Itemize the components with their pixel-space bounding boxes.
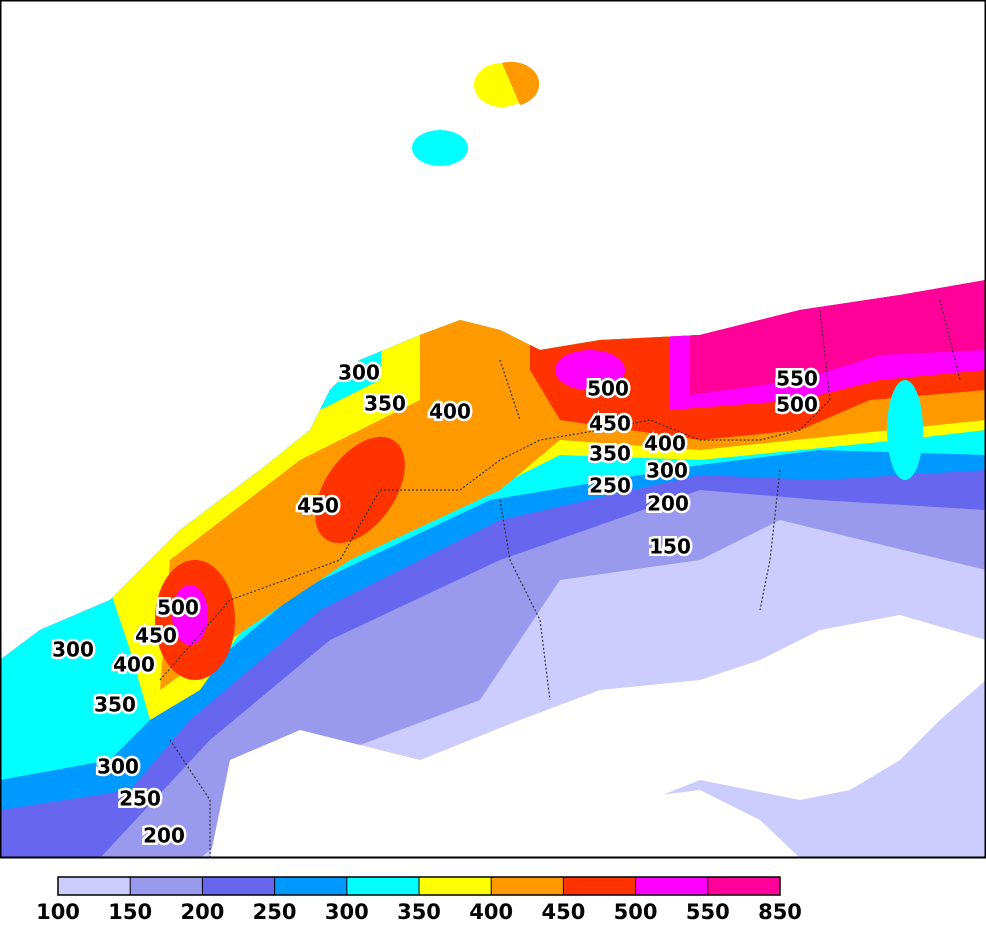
contour-label: 350: [589, 442, 631, 466]
colorbar-segment: [491, 877, 564, 895]
contour-label: 300: [646, 459, 688, 483]
colorbar-segment: [130, 877, 203, 895]
contour-label: 150: [649, 535, 691, 559]
colorbar-segment: [202, 877, 275, 895]
colorbar-label: 550: [686, 900, 730, 924]
contour-label: 300: [52, 638, 94, 662]
contour-label: 500: [776, 393, 818, 417]
colorbar-label: 850: [758, 900, 802, 924]
seto-sea: [210, 615, 986, 858]
colorbar-segment: [635, 877, 708, 895]
contour-label: 350: [94, 693, 136, 717]
contour-label: 500: [587, 377, 629, 401]
contour-label: 450: [589, 412, 631, 436]
contour-label: 400: [429, 400, 471, 424]
contour-label: 500: [157, 596, 199, 620]
contour-label: 450: [135, 624, 177, 648]
contour-label: 300: [97, 755, 139, 779]
contour-label: 200: [143, 824, 185, 848]
colorbar-label: 200: [180, 900, 224, 924]
contour-label: 250: [119, 787, 161, 811]
contour-label: 400: [113, 653, 155, 677]
colorbar-label: 500: [614, 900, 658, 924]
colorbar-segment: [58, 877, 131, 895]
colorbar: 100 150 200 250 300 350 400 450 500 550 850: [36, 876, 802, 924]
colorbar-segment: [274, 877, 347, 895]
colorbar-label: 250: [253, 900, 297, 924]
colorbar-label: 350: [397, 900, 441, 924]
colorbar-segment: [707, 877, 780, 895]
contour-fill: [0, 280, 986, 858]
colorbar-label: 400: [469, 900, 513, 924]
colorbar-label: 300: [325, 900, 369, 924]
colorbar-label: 100: [36, 900, 80, 924]
colorbar-segment: [419, 877, 492, 895]
prefecture-border: [159, 299, 961, 858]
islands: [412, 61, 540, 166]
contour-label: 300: [338, 361, 380, 385]
colorbar-label: 150: [108, 900, 152, 924]
contour-label: 550: [776, 367, 818, 391]
contour-label: 200: [647, 492, 689, 516]
contour-label: 250: [589, 474, 631, 498]
colorbar-segment: [346, 877, 419, 895]
colorbar-label: 450: [541, 900, 585, 924]
colorbar-segment: [563, 877, 636, 895]
contour-label: 400: [644, 432, 686, 456]
contour-label: 350: [364, 392, 406, 416]
contour-label: 450: [297, 494, 339, 518]
